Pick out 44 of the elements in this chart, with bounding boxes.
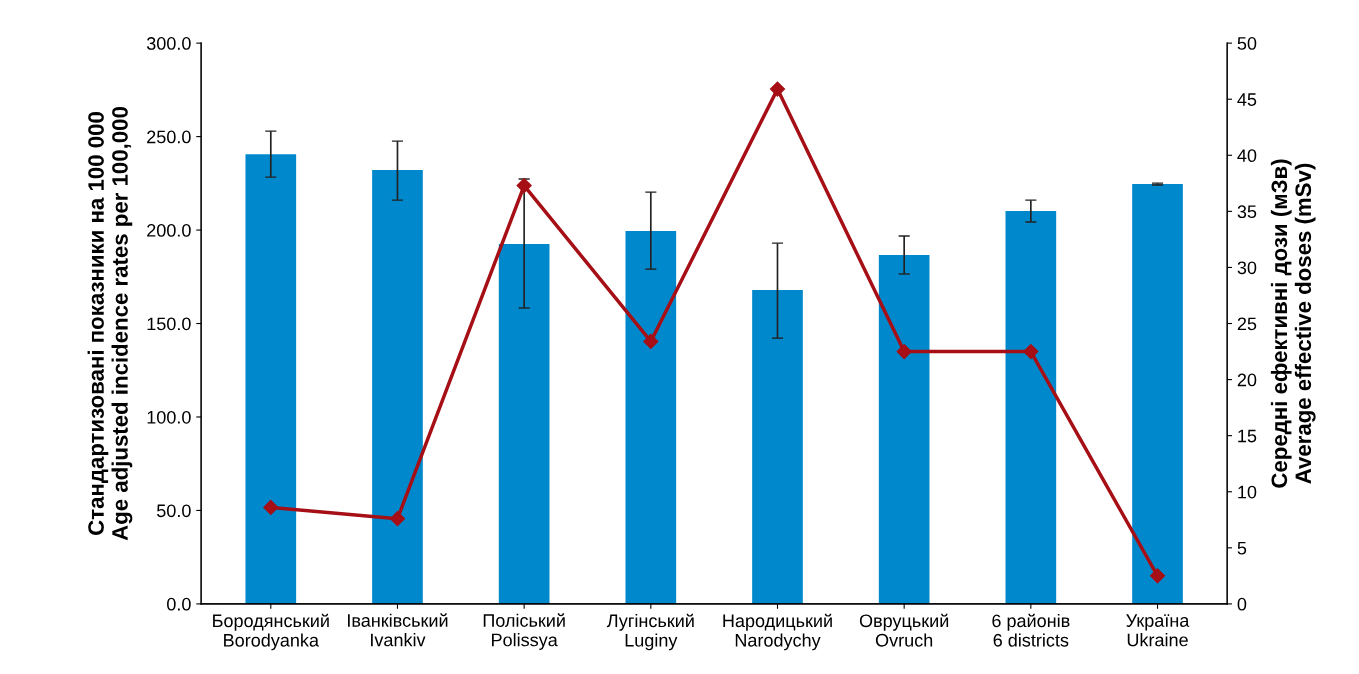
y2-tick-label: 5 — [1237, 541, 1247, 555]
y2-tick-label: 50 — [1237, 37, 1257, 50]
bar — [498, 244, 550, 604]
y2-tick-label: 45 — [1237, 93, 1257, 106]
y2-tick-label: 30 — [1237, 261, 1257, 275]
point — [769, 81, 786, 97]
point — [643, 333, 659, 350]
y-axis-title: Стандартизовані показники на 100 000 Age adjusted incidence rates per 100,000 — [87, 107, 133, 541]
x-tick-label: Бородянський Borodyanka — [213, 613, 329, 651]
y2-tick-label: 25 — [1237, 317, 1257, 331]
y-tick-label: 100.0 — [147, 410, 191, 424]
point — [1023, 343, 1039, 360]
y2-tick-label: 20 — [1237, 373, 1257, 387]
x-tick-label: Поліський Polissya — [483, 613, 565, 650]
bar — [625, 230, 677, 604]
bar — [752, 290, 803, 604]
x-tick-label: Іванківський Ivankiv — [348, 613, 448, 647]
y-tick-label: 200.0 — [147, 223, 191, 237]
y2-axis-title: Середні ефективні дози (мЗв) Average effective doses (mSv) — [1270, 159, 1316, 488]
y2-tick-label: 40 — [1237, 149, 1257, 163]
point — [263, 499, 279, 516]
x-tick-label: Україна Ukraine — [1126, 614, 1190, 647]
bar — [1005, 210, 1057, 604]
y2-tick-label: 10 — [1238, 485, 1257, 499]
x-tick-label: Лугінський Luginy — [606, 613, 694, 651]
bar — [878, 255, 930, 604]
y-tick-label: 150.0 — [147, 317, 191, 331]
y2-tick-label: 0 — [1237, 597, 1247, 611]
y-tick-label: 0.0 — [167, 597, 191, 611]
point — [1149, 568, 1166, 584]
point — [389, 511, 406, 527]
bar — [1132, 184, 1183, 604]
x-tick-label: Овруцький Ovruch — [859, 613, 949, 647]
y-tick-label: 250.0 — [147, 130, 191, 144]
x-tick-label: 6 районів 6 districts — [992, 613, 1070, 647]
point — [516, 178, 532, 194]
y-tick-label: 300.0 — [146, 37, 191, 50]
bar — [372, 170, 423, 604]
point — [896, 343, 912, 360]
y2-tick-label: 35 — [1237, 205, 1257, 219]
bar — [245, 154, 297, 604]
y2-tick-label: 15 — [1238, 429, 1257, 443]
x-tick-label: Народицький Narodychy — [723, 613, 832, 651]
y-tick-label: 50.0 — [156, 504, 191, 518]
